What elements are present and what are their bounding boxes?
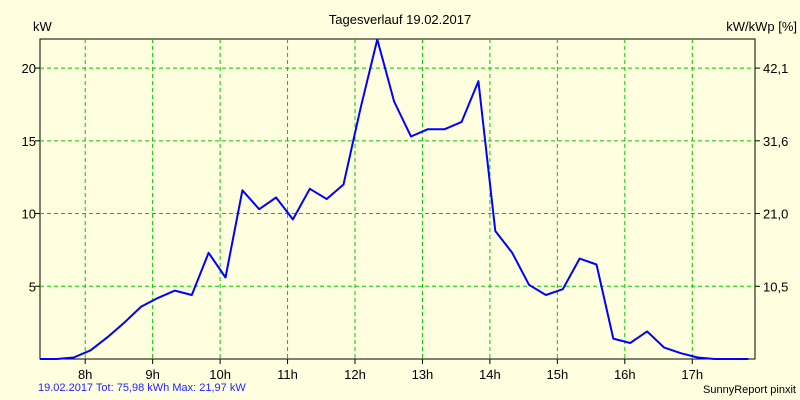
x-tick-label: 13h xyxy=(412,367,434,382)
x-tick-label: 12h xyxy=(344,367,366,382)
x-tick-label: 14h xyxy=(479,367,501,382)
footer-brand: SunnyReport pinxit xyxy=(703,384,796,396)
y-tick-label-right: 10,5 xyxy=(763,279,788,294)
x-tick-label: 17h xyxy=(681,367,703,382)
ticks: 8h 9h 10h 11h 12h 13h 14h 15h 16h 17h 5 10,5 10 21,0 1… xyxy=(22,61,789,382)
series-layer xyxy=(40,38,749,360)
x-tick-label: 9h xyxy=(145,367,159,382)
x-tick-label: 11h xyxy=(277,367,298,382)
grid xyxy=(40,39,755,359)
footer-summary: 19.02.2017 Tot: 75,98 kWh Max: 21,97 kW xyxy=(38,382,246,394)
series-line xyxy=(40,38,749,360)
x-tick-label: 10h xyxy=(209,367,231,382)
x-tick-label: 16h xyxy=(614,367,636,382)
y-tick-label-right: 31,6 xyxy=(763,134,788,149)
y-tick-label-right: 42,1 xyxy=(763,61,788,76)
y-tick-label-left: 5 xyxy=(29,279,36,294)
x-tick-label: 15h xyxy=(547,367,569,382)
y-tick-label-left: 20 xyxy=(22,61,36,76)
y-axis-label-left: kW xyxy=(33,19,53,34)
y-axis-label-right: kW/kWp [%] xyxy=(726,19,797,34)
y-tick-label-left: 15 xyxy=(22,134,36,149)
y-tick-label-left: 10 xyxy=(22,207,36,222)
chart-title: Tagesverlauf 19.02.2017 xyxy=(329,12,471,27)
plot-area xyxy=(39,38,756,360)
y-tick-label-right: 21,0 xyxy=(763,207,788,222)
x-tick-label: 8h xyxy=(78,367,92,382)
